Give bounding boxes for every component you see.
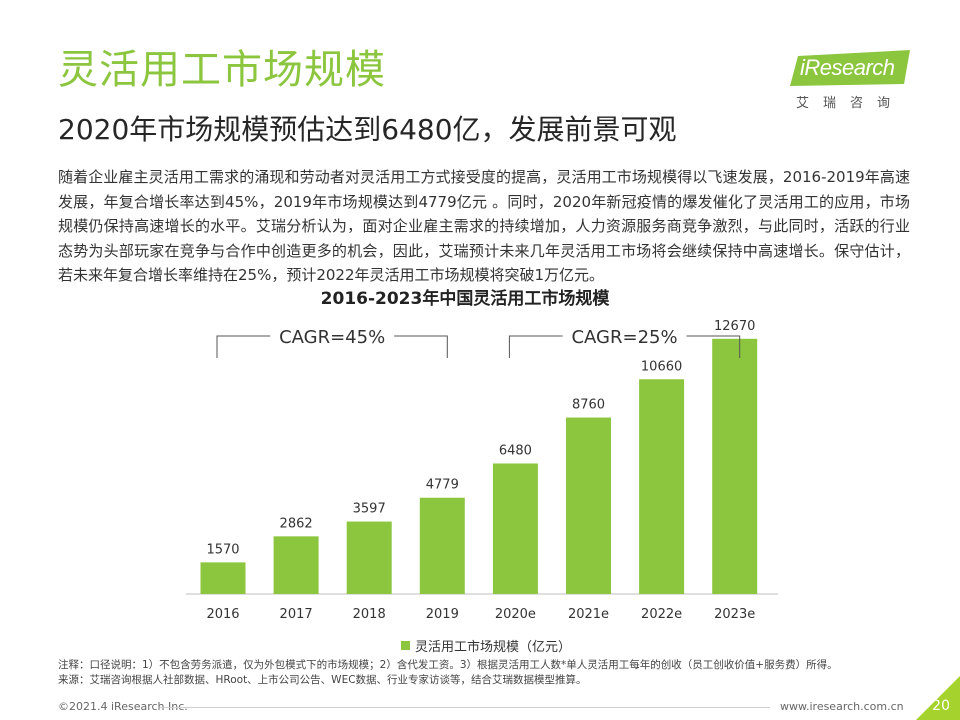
- data-label-2023e: 12670: [714, 319, 755, 334]
- page-title: 灵活用工市场规模: [58, 47, 386, 93]
- data-label-2017: 2862: [280, 516, 313, 531]
- cagr-bracket-left-1: [508, 335, 563, 358]
- cagr-bracket-left-0: [216, 335, 271, 358]
- bar-2017: [273, 536, 319, 594]
- data-label-2016: 1570: [206, 542, 239, 557]
- bar-2018: [346, 521, 392, 594]
- footnotes: 注释：口径说明：1）不包含劳务派遣，仅为外包模式下的市场规模；2）含代发工资。3…: [58, 658, 918, 688]
- data-label-2022e: 10660: [641, 359, 682, 374]
- page-number: 20: [932, 698, 950, 714]
- tick-label-2019: 2019: [426, 607, 459, 622]
- bar-2016: [200, 562, 246, 594]
- footnote-source: 来源：艾瑞咨询根据人社部数据、HRoot、上市公司公告、WEC数据、行业专家访谈…: [58, 674, 587, 686]
- tick-label-2018: 2018: [353, 607, 386, 622]
- iresearch-logo: iResearch 艾瑞咨询: [790, 50, 920, 112]
- bar-2021e: [566, 417, 611, 594]
- footer-divider: [160, 707, 770, 708]
- logo-chinese: 艾瑞咨询: [796, 96, 905, 111]
- footer-url: www.iresearch.com.cn: [780, 700, 904, 713]
- data-label-2021e: 8760: [572, 398, 605, 413]
- bar-2020e: [492, 463, 538, 594]
- tick-label-2017: 2017: [280, 607, 313, 622]
- copyright: ©2021.4 iResearch Inc.: [58, 700, 188, 713]
- cagr-bracket-right-0: [394, 335, 448, 358]
- tick-label-2023e: 2023e: [714, 607, 755, 622]
- market-size-bar-chart: 2016-2023年中国灵活用工市场规模 1570 2016 2862 2017 3597…: [186, 288, 778, 622]
- logo-wordmark: iResearch: [800, 55, 895, 80]
- cagr-label-0: CAGR=45%: [279, 327, 385, 348]
- tick-label-2020e: 2020e: [495, 607, 536, 622]
- page-corner-triangle: [916, 676, 960, 720]
- tick-label-2021e: 2021e: [568, 607, 609, 622]
- footnote-definition: 注释：口径说明：1）不包含劳务派遣，仅为外包模式下的市场规模；2）含代发工资。3…: [58, 659, 838, 671]
- page-subtitle: 2020年市场规模预估达到6480亿，发展前景可观: [58, 113, 677, 146]
- bar-2023e: [712, 338, 758, 594]
- chart-legend: 灵活用工市场规模（亿元）: [401, 636, 571, 655]
- cagr-bracket-right-1: [686, 335, 741, 358]
- bar-2022e: [639, 379, 685, 594]
- legend-label: 灵活用工市场规模（亿元）: [415, 640, 572, 655]
- data-label-2020e: 6480: [499, 443, 532, 458]
- chart-title: 2016-2023年中国灵活用工市场规模: [321, 288, 611, 309]
- intro-paragraph: 随着企业雇主灵活用工需求的涌现和劳动者对灵活用工方式接受度的提高，灵活用工市场规…: [58, 168, 910, 284]
- tick-label-2022e: 2022e: [641, 607, 682, 622]
- cagr-label-1: CAGR=25%: [571, 327, 677, 348]
- bar-2019: [419, 497, 465, 594]
- logo-badge-icon: [790, 50, 910, 86]
- data-label-2019: 4779: [426, 478, 459, 493]
- data-label-2018: 3597: [353, 502, 386, 517]
- legend-swatch: [401, 641, 410, 650]
- tick-label-2016: 2016: [206, 607, 239, 622]
